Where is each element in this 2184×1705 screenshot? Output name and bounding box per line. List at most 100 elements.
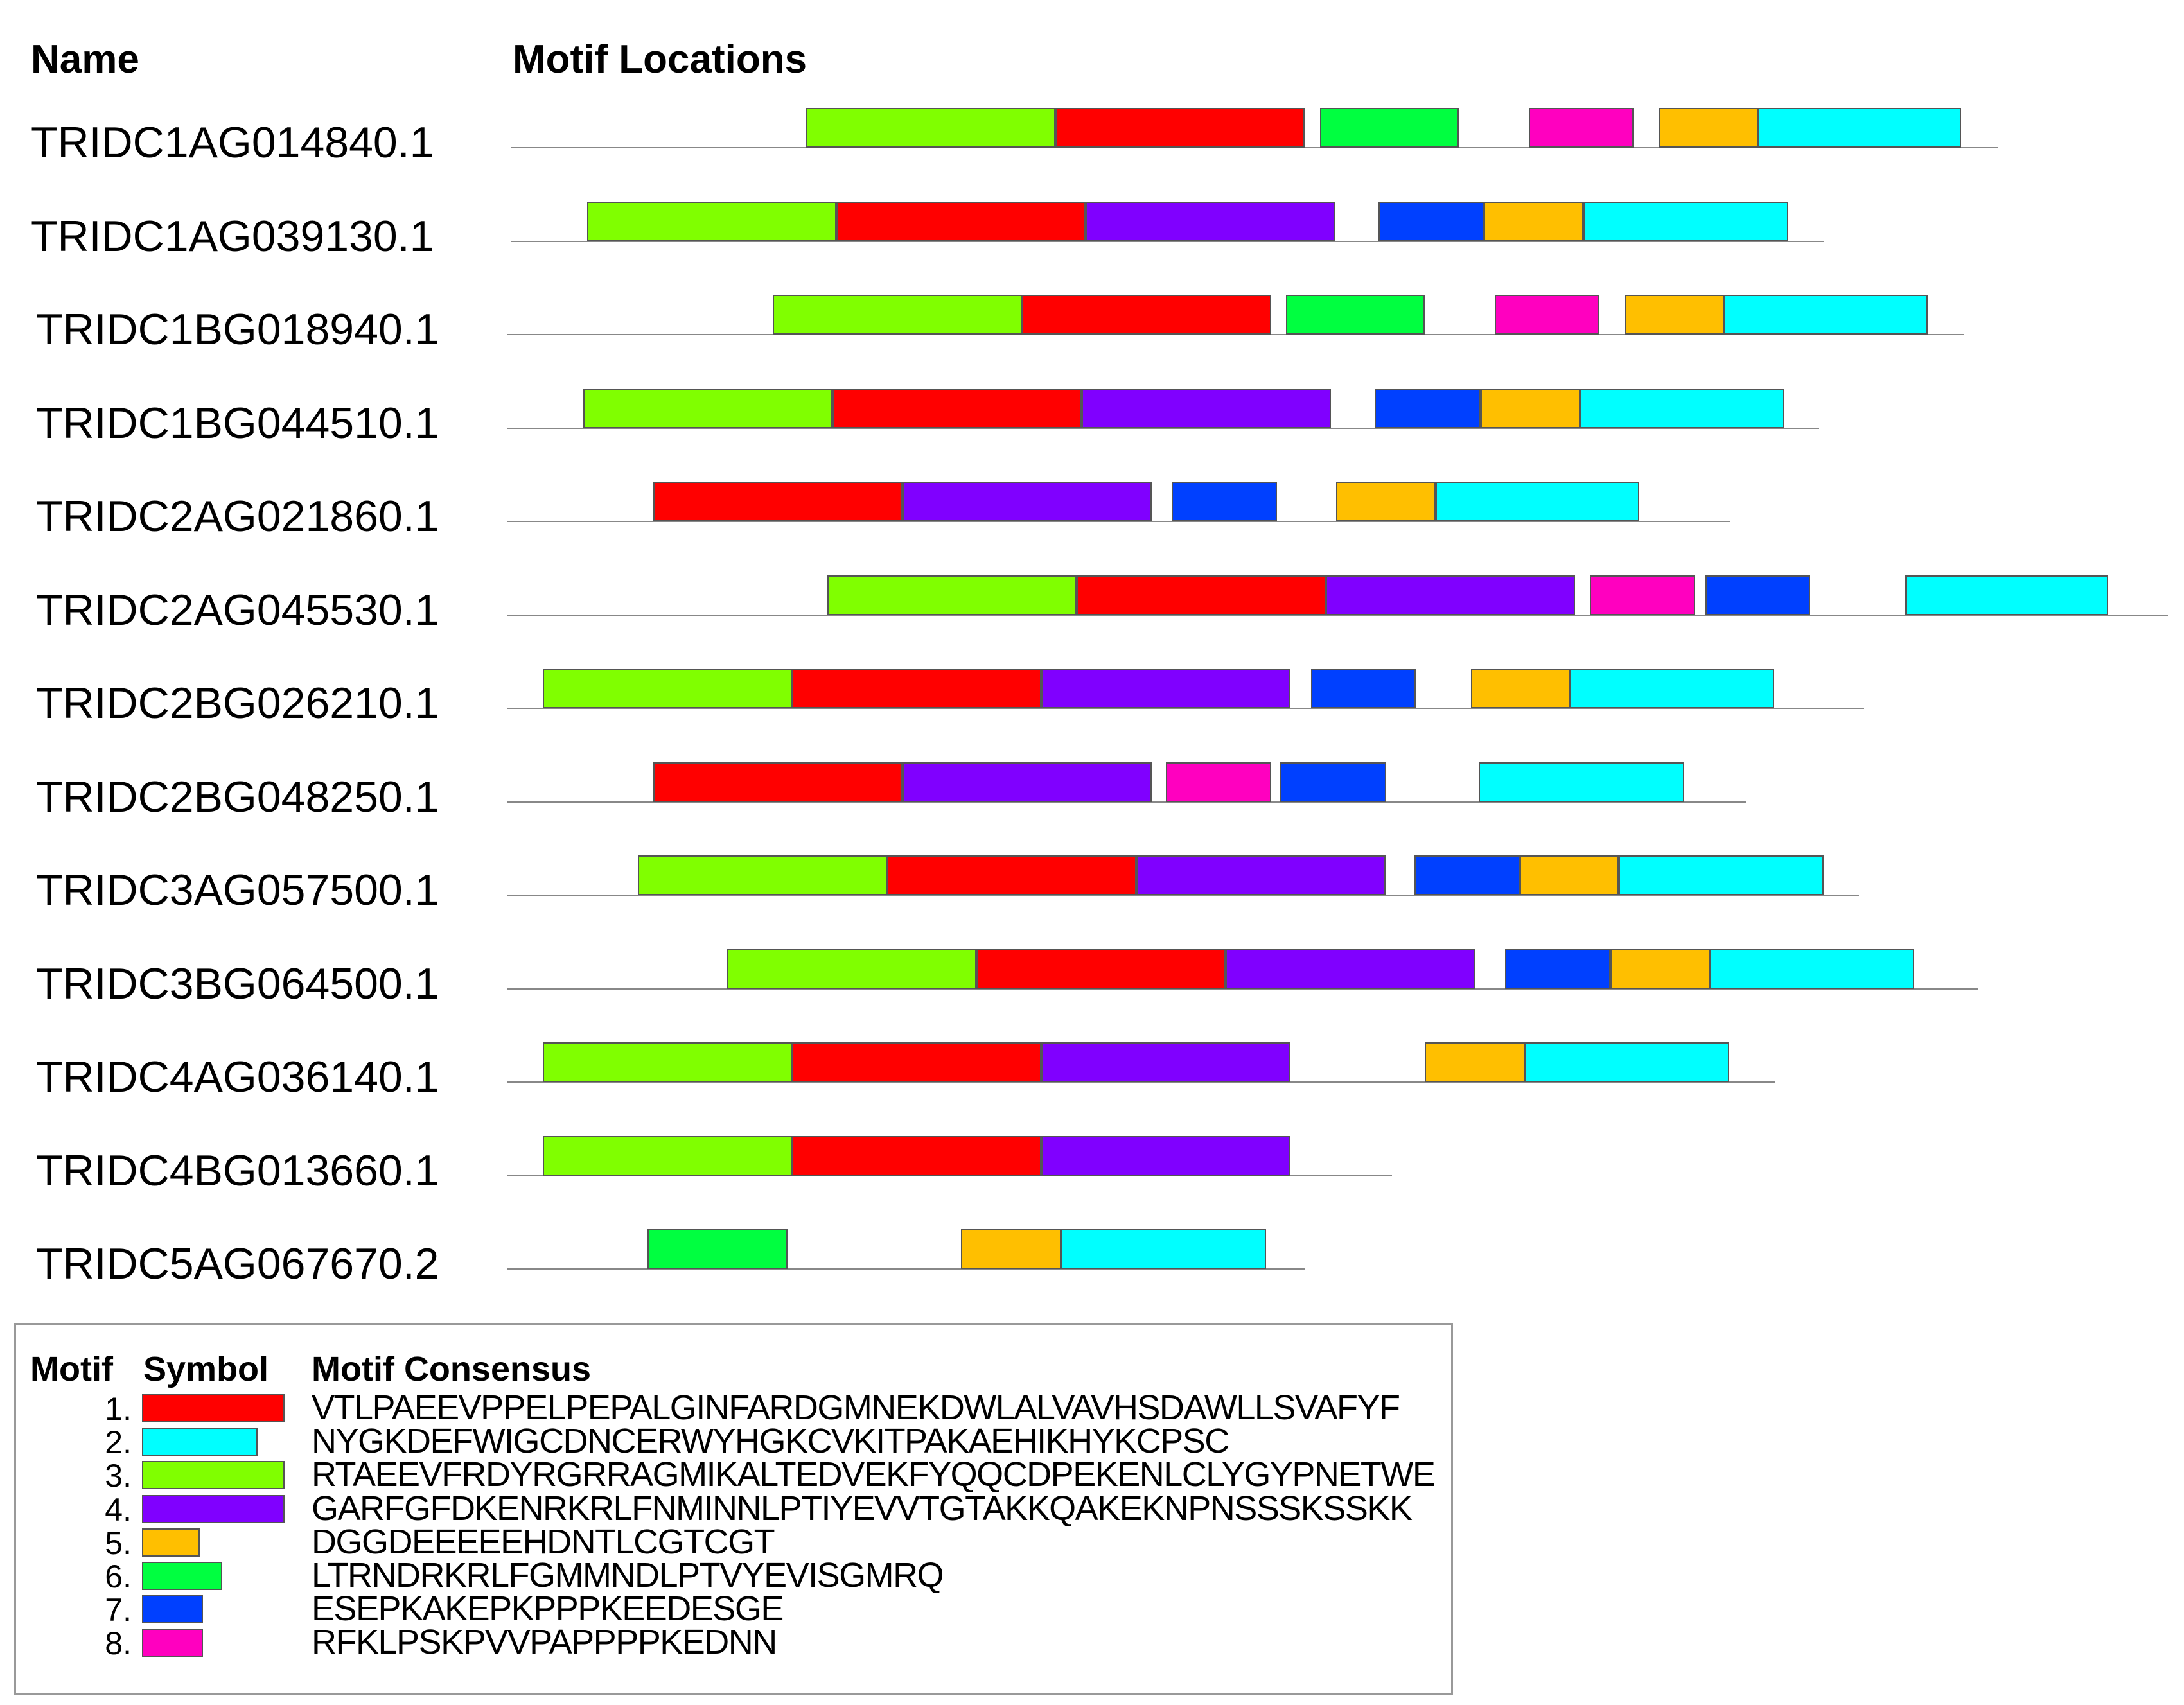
motif-7-block <box>1705 575 1810 615</box>
motif-3-block <box>583 388 832 428</box>
motif-1-block <box>1055 108 1305 148</box>
motif-2-block <box>1570 669 1774 708</box>
legend-motif-1-swatch <box>142 1394 285 1422</box>
legend-motif-consensus: NYGKDEFWIGCDNCERWYHGKCVKITPAKAEHIKHYKCPS… <box>312 1422 1229 1461</box>
sequence-track-line <box>507 614 2168 616</box>
motif-2-block <box>1479 762 1684 802</box>
motif-4-block <box>1136 855 1386 895</box>
motif-4-block <box>1226 949 1475 989</box>
motif-2-block <box>1580 388 1784 428</box>
motif-6-block <box>647 1229 788 1269</box>
motif-1-block <box>653 482 903 521</box>
motif-8-block <box>1590 575 1695 615</box>
motif-2-block <box>1583 201 1788 241</box>
motif-5-block <box>1471 669 1570 708</box>
motif-6-block <box>1286 295 1425 335</box>
motif-1-block <box>1022 295 1271 335</box>
sequence-track-line <box>511 240 1824 242</box>
motif-3-block <box>638 855 887 895</box>
gene-name: TRIDC1AG014840.1 <box>31 118 434 167</box>
name-column-header: Name <box>31 37 139 82</box>
motif-7-block <box>1414 855 1520 895</box>
sequence-track-line <box>507 427 1819 429</box>
gene-name: TRIDC5AG067670.2 <box>36 1239 439 1288</box>
motif-2-block <box>1436 482 1639 521</box>
motif-8-block <box>1529 108 1634 148</box>
motif-1-block <box>1077 575 1326 615</box>
motif-2-block <box>1525 1042 1729 1082</box>
motif-1-block <box>653 762 903 802</box>
motif-3-block <box>806 108 1055 148</box>
motif-5-block <box>1484 201 1583 241</box>
motif-2-block <box>1758 108 1961 148</box>
motif-4-block <box>1041 1135 1290 1176</box>
motif-4-block <box>1086 201 1335 241</box>
sequence-track-line <box>511 147 1998 148</box>
motif-5-block <box>1520 855 1619 895</box>
motif-locations-header: Motif Locations <box>513 37 807 82</box>
motif-4-block <box>903 762 1152 802</box>
motif-legend: Motif Symbol Motif Consensus 1. VTLPAEEVP… <box>14 1323 1453 1695</box>
motif-3-block <box>587 201 836 241</box>
legend-motif-consensus: RFKLPSKPVVPAPPPPKEDNN <box>312 1623 777 1662</box>
gene-name: TRIDC2BG026210.1 <box>36 679 439 728</box>
legend-motif-6-swatch <box>142 1562 222 1590</box>
motif-7-block <box>1505 949 1610 989</box>
legend-motif-consensus: DGGDEEEEEHDNTLCGTCGT <box>312 1522 775 1561</box>
sequence-track-line <box>507 1175 1392 1176</box>
motif-1-block <box>887 855 1136 895</box>
sequence-track-line <box>507 801 1746 803</box>
motif-2-block <box>1710 949 1914 989</box>
gene-name: TRIDC2AG021860.1 <box>36 492 439 541</box>
legend-motif-number: 6. <box>105 1559 132 1595</box>
motif-8-block <box>1166 762 1271 802</box>
legend-motif-number: 4. <box>105 1491 132 1528</box>
motif-7-block <box>1172 482 1277 521</box>
gene-name: TRIDC4BG013660.1 <box>36 1146 439 1195</box>
motif-6-block <box>1320 108 1459 148</box>
gene-name: TRIDC4AG036140.1 <box>36 1053 439 1101</box>
motif-7-block <box>1378 201 1484 241</box>
gene-name: TRIDC1BG018940.1 <box>36 305 439 354</box>
legend-motif-number: 7. <box>105 1592 132 1629</box>
gene-name: TRIDC2BG048250.1 <box>36 772 439 821</box>
sequence-track-line <box>507 1268 1305 1270</box>
motif-3-block <box>543 1135 792 1176</box>
motif-3-block <box>773 295 1022 335</box>
legend-motif-consensus: ESEPKAKEPKPPPKEEDESGE <box>312 1589 784 1629</box>
legend-motif-number: 1. <box>105 1391 132 1427</box>
legend-motif-consensus: GARFGFDKENRKRLFNMINNLPTIYEVVTGTAKKQAKEKN… <box>312 1489 1413 1528</box>
motif-3-block <box>543 1042 792 1082</box>
motif-1-block <box>832 388 1082 428</box>
motif-1-block <box>836 201 1086 241</box>
motif-1-block <box>792 1135 1041 1176</box>
legend-motif-number: 8. <box>105 1625 132 1662</box>
motif-2-block <box>1905 575 2108 615</box>
legend-motif-consensus: LTRNDRKRLFGMMNDLPTVYEVISGMRQ <box>312 1556 944 1595</box>
motif-7-block <box>1280 762 1386 802</box>
motif-3-block <box>543 669 792 708</box>
motif-5-block <box>1625 295 1724 335</box>
motif-5-block <box>961 1229 1061 1269</box>
sequence-track-line <box>507 334 1964 335</box>
motif-5-block <box>1336 482 1436 521</box>
sequence-track-line <box>507 895 1859 896</box>
legend-motif-5-swatch <box>142 1528 200 1557</box>
legend-motif-number: 5. <box>105 1525 132 1561</box>
legend-motif-number: 3. <box>105 1458 132 1494</box>
legend-motif-2-swatch <box>142 1428 258 1456</box>
sequence-track-line <box>507 1081 1775 1083</box>
legend-motif-8-swatch <box>142 1629 203 1657</box>
legend-motif-header: Motif <box>30 1350 113 1388</box>
sequence-track-line <box>507 708 1864 709</box>
motif-4-block <box>1041 669 1290 708</box>
motif-4-block <box>903 482 1152 521</box>
legend-motif-4-swatch <box>142 1494 285 1523</box>
motif-5-block <box>1481 388 1580 428</box>
motif-2-block <box>1061 1229 1266 1269</box>
motif-1-block <box>792 1042 1041 1082</box>
motif-5-block <box>1425 1042 1525 1082</box>
sequence-track-line <box>507 988 1978 990</box>
motif-3-block <box>827 575 1077 615</box>
